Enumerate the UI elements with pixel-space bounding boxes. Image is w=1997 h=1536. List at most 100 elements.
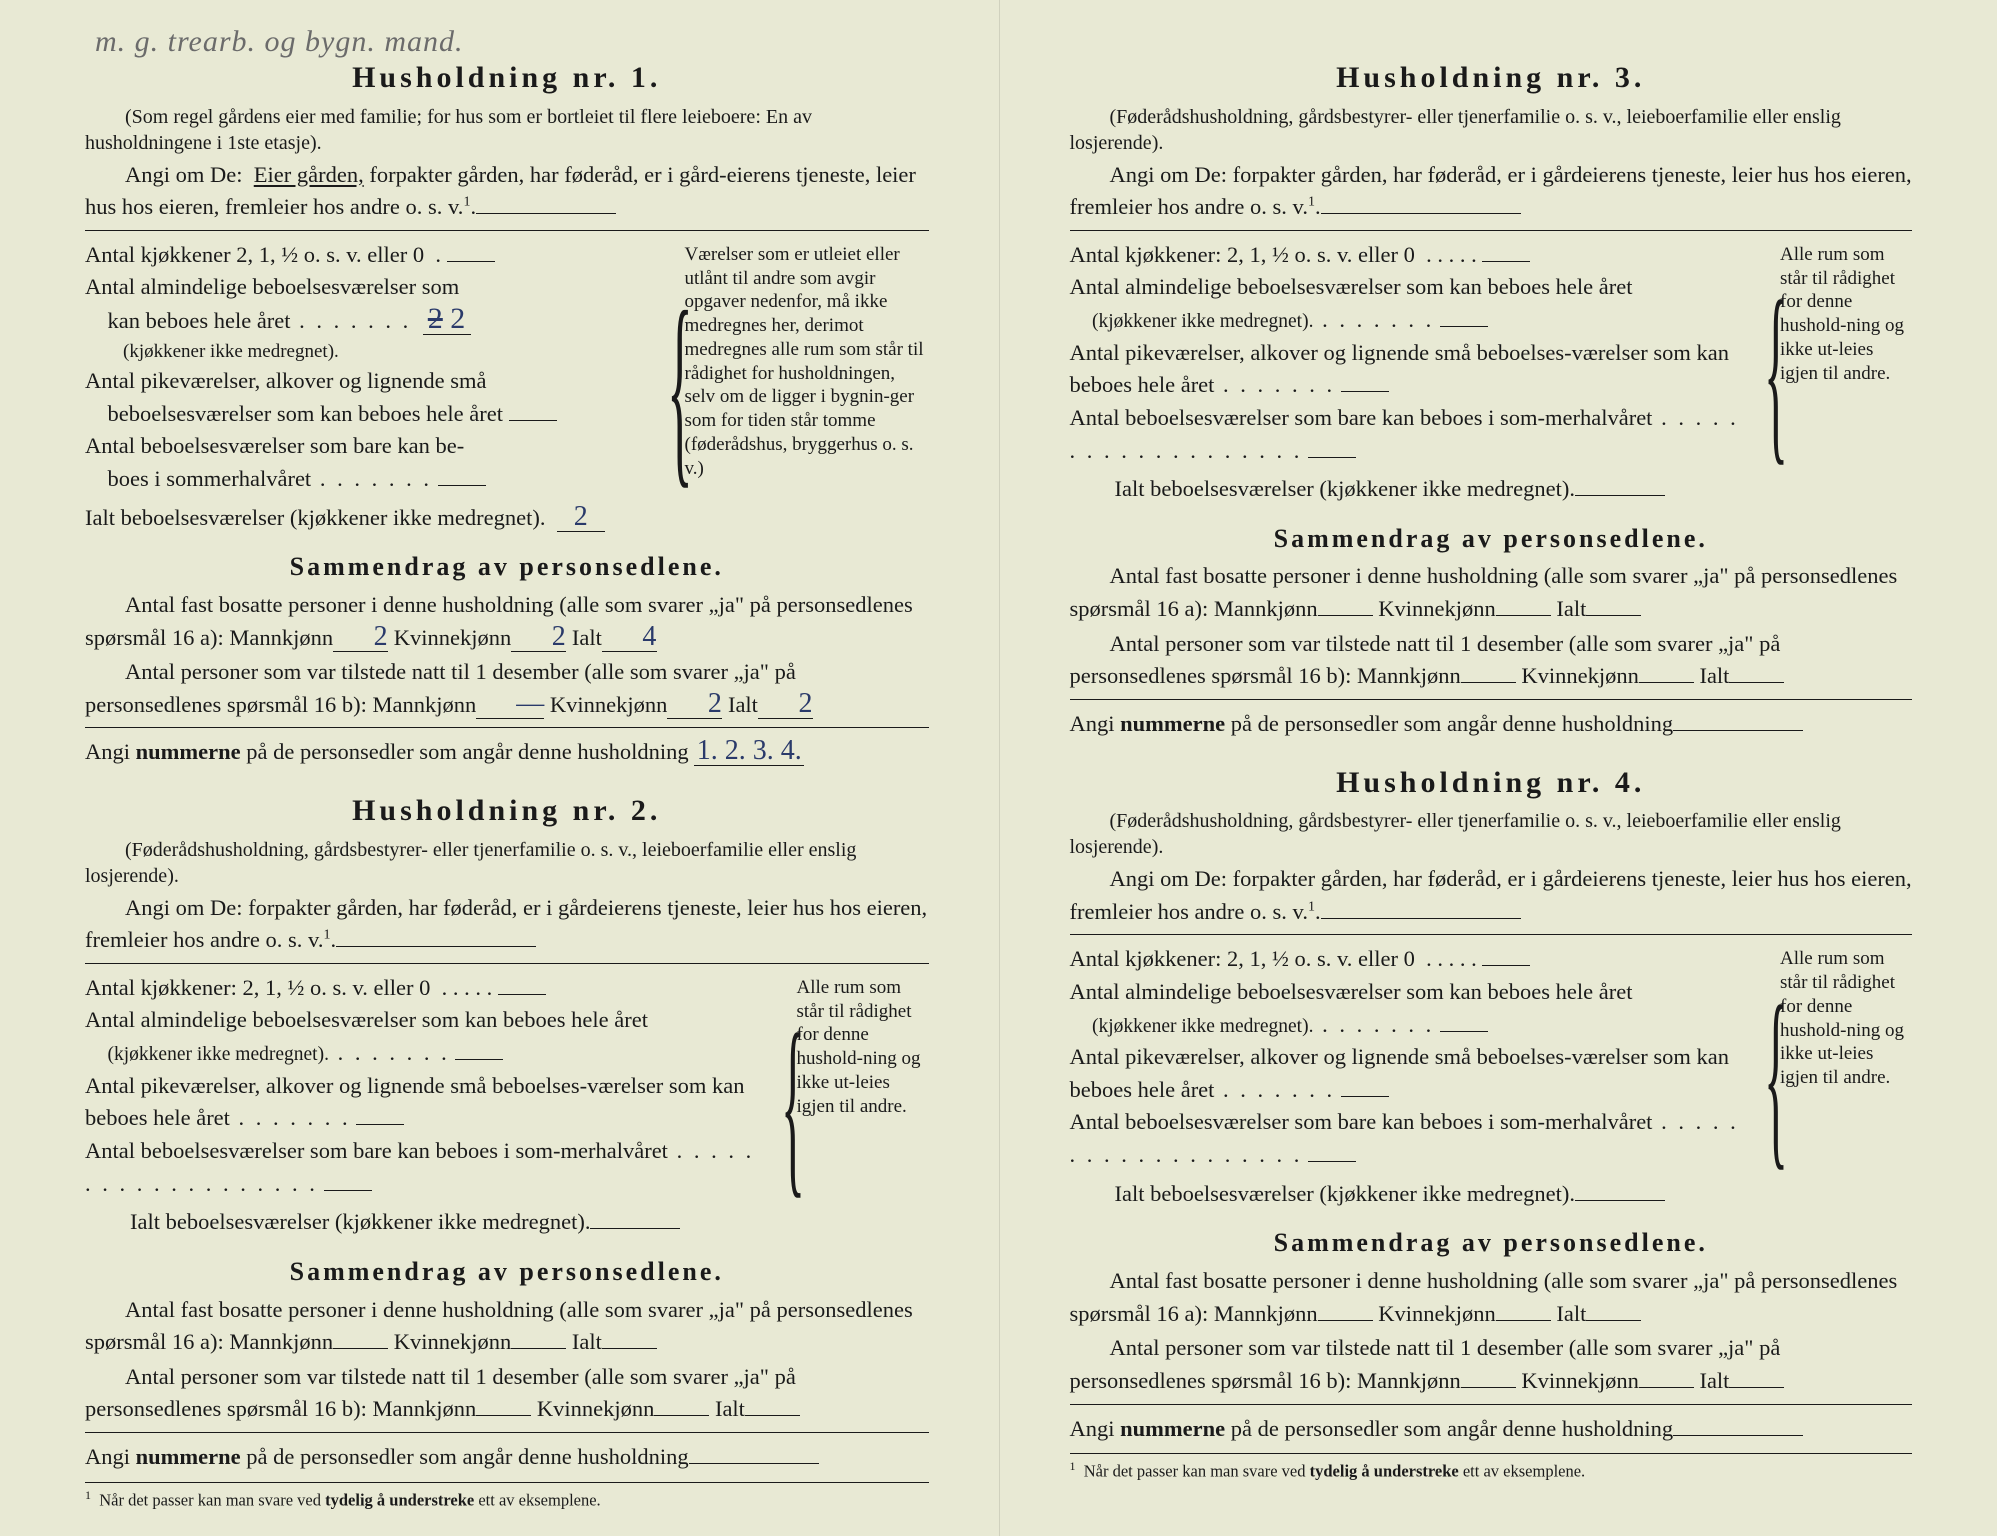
hh2-angi: Angi om De: forpakter gården, har føderå… [85,892,929,957]
lbl-kvinne-5: Kvinnekjønn [1378,596,1496,621]
hh1-s2: Antal personer som var tilstede natt til… [85,656,929,721]
hh4-s1: Antal fast bosatte personer i denne hush… [1070,1265,1913,1330]
hh3-brace-note: { Alle rum som står til rådighet for den… [1764,239,1912,506]
lbl-kvinne-8: Kvinnekjønn [1521,1368,1639,1393]
lbl-kvinne-3: Kvinnekjønn [394,1329,512,1354]
lbl-mann: Mannkjønn [229,625,333,650]
hh1-angi-underlined: Eier gården, [254,162,364,187]
hh1-brace-note: { Værelser som er utleiet eller utlånt t… [667,239,929,535]
hh1-s1-i: 4 [602,623,657,652]
hh1-alm-a: Antal almindelige beboelsesværelser som [85,274,459,299]
lbl-kvinne: Kvinnekjønn [394,625,512,650]
footnote-left: 1 Når det passer kan man svare ved tydel… [85,1482,929,1512]
hh2-ialt: Ialt beboelsesværelser (kjøkkener ikke m… [130,1209,590,1234]
lbl-mann-5: Mannkjønn [1214,596,1318,621]
hh1-angi: Angi om De: Eier gården, forpakter gårde… [85,159,929,224]
lbl-ialt-6: Ialt [1699,663,1729,688]
hh2-brace-text: Alle rum som står til rådighet for denne… [797,972,929,1239]
lbl-ialt-7: Ialt [1556,1301,1586,1326]
hh1-ialt: Ialt beboelsesværelser (kjøkkener ikke m… [85,505,545,530]
lbl-kvinne-7: Kvinnekjønn [1378,1301,1496,1326]
hh1-kjokkener: Antal kjøkkener 2, 1, ½ o. s. v. eller 0 [85,242,424,267]
hh3-s2: Antal personer som var tilstede natt til… [1070,628,1913,693]
hh1-pike-a: Antal pikeværelser, alkover og lignende … [85,368,486,393]
hh2-angi-text: Angi om De: forpakter gården, har føderå… [85,895,927,953]
hh4-sammendrag-title: Sammendrag av personsedlene. [1070,1224,1913,1262]
hh2-kjokkener: Antal kjøkkener: 2, 1, ½ o. s. v. eller … [85,975,430,1000]
hh1-angi-num: Angi nummerne på de personsedler som ang… [85,736,929,769]
hh3-angi: Angi om De: forpakter gården, har føderå… [1070,159,1913,224]
hh1-angi-prefix: Angi om De: [125,162,243,187]
hh1-rows: Antal kjøkkener 2, 1, ½ o. s. v. eller 0… [85,239,929,535]
hh2-alm: Antal almindelige beboelsesværelser som … [85,1007,648,1032]
hh4-ialt: Ialt beboelsesværelser (kjøkkener ikke m… [1115,1181,1575,1206]
hh1-sommer-b: boes i sommerhalvåret [108,466,312,491]
hh2-title: Husholdning nr. 2. [85,789,929,833]
hh2-sammendrag-title: Sammendrag av personsedlene. [85,1253,929,1291]
hh3-s1: Antal fast bosatte personer i denne hush… [1070,560,1913,625]
hh1-alm-b: kan beboes hele året [108,308,291,333]
hh3-sommer: Antal beboelsesværelser som bare kan beb… [1070,405,1653,430]
hh3-angi-text: Angi om De: forpakter gården, har føderå… [1070,162,1912,220]
divider [85,230,929,231]
hh1-s2-m: — [476,690,544,719]
hh3-kjokkener: Antal kjøkkener: 2, 1, ½ o. s. v. eller … [1070,242,1415,267]
hh2-sommer: Antal beboelsesværelser som bare kan beb… [85,1138,668,1163]
pencil-annotation: m. g. trearb. og bygn. mand. [95,20,464,64]
hh4-pike: Antal pikeværelser, alkover og lignende … [1070,1044,1730,1102]
hh3-subnote: (Føderådshusholdning, gårdsbestyrer- ell… [1070,104,1913,156]
hh3-title: Husholdning nr. 3. [1070,56,1913,100]
hh2-s1: Antal fast bosatte personer i denne hush… [85,1294,929,1359]
hh2-pike: Antal pikeværelser, alkover og lignende … [85,1073,745,1131]
hh1-alm-note: (kjøkkener ikke medregnet). [123,341,339,362]
hh4-brace-note: { Alle rum som står til rådighet for den… [1764,943,1912,1210]
hh3-ialt: Ialt beboelsesværelser (kjøkkener ikke m… [1115,476,1575,501]
hh2-brace-note: { Alle rum som står til rådighet for den… [781,972,929,1239]
hh2-angi-num: Angi nummerne på de personsedler som ang… [85,1441,929,1474]
lbl-kvinne-4: Kvinnekjønn [537,1396,655,1421]
footnote-right: 1 Når det passer kan man svare ved tydel… [1070,1453,1913,1483]
footnote-marker: 1 [85,1488,91,1502]
hh1-sammendrag-title: Sammendrag av personsedlene. [85,548,929,586]
lbl-mann-3: Mannkjønn [229,1329,333,1354]
hh3-alm-note: (kjøkkener ikke medregnet). [1092,311,1313,332]
hh1-s1: Antal fast bosatte personer i denne hush… [85,589,929,654]
lbl-kvinne-2: Kvinnekjønn [550,692,668,717]
hh4-angi: Angi om De: forpakter gården, har føderå… [1070,863,1913,928]
hh1-angi-num-val: 1. 2. 3. 4. [694,737,804,766]
hh1-ialt-val: 2 [557,503,605,532]
hh4-angi-text: Angi om De: forpakter gården, har føderå… [1070,866,1912,924]
hh1-subnote: (Som regel gårdens eier med familie; for… [85,104,929,156]
hh3-sammendrag-title: Sammendrag av personsedlene. [1070,520,1913,558]
lbl-mann-2: Mannkjønn [372,692,476,717]
hh2-subnote: (Føderådshusholdning, gårdsbestyrer- ell… [85,837,929,889]
lbl-mann-7: Mannkjønn [1214,1301,1318,1326]
lbl-ialt: Ialt [572,625,602,650]
hh1-s2-k: 2 [667,690,722,719]
hh4-angi-num: Angi nummerne på de personsedler som ang… [1070,1413,1913,1446]
lbl-mann-8: Mannkjønn [1357,1368,1461,1393]
hh4-brace-text: Alle rum som står til rådighet for denne… [1780,943,1912,1210]
hh4-rows: Antal kjøkkener: 2, 1, ½ o. s. v. eller … [1070,943,1913,1210]
right-page: Husholdning nr. 3. (Føderådshusholdning,… [999,0,1997,1536]
hh4-sommer: Antal beboelsesværelser som bare kan beb… [1070,1109,1653,1134]
lbl-ialt-4: Ialt [715,1396,745,1421]
footnote-marker-2: 1 [1070,1459,1076,1473]
hh4-subnote: (Føderådshusholdning, gårdsbestyrer- ell… [1070,808,1913,860]
hh3-brace-text: Alle rum som står til rådighet for denne… [1780,239,1912,506]
hh1-s1-k: 2 [511,623,566,652]
hh4-kjokkener: Antal kjøkkener: 2, 1, ½ o. s. v. eller … [1070,946,1415,971]
hh4-title: Husholdning nr. 4. [1070,761,1913,805]
lbl-mann-4: Mannkjønn [372,1396,476,1421]
hh2-s2: Antal personer som var tilstede natt til… [85,1361,929,1426]
hh1-s1-m: 2 [333,623,388,652]
hh1-pike-b: beboelsesværelser som kan beboes hele år… [108,401,504,426]
left-page: m. g. trearb. og bygn. mand. Husholdning… [0,0,999,1536]
hh1-brace-text: Værelser som er utleiet eller utlånt til… [685,239,929,535]
lbl-kvinne-6: Kvinnekjønn [1521,663,1639,688]
lbl-ialt-3: Ialt [572,1329,602,1354]
lbl-ialt-5: Ialt [1556,596,1586,621]
hh4-s2: Antal personer som var tilstede natt til… [1070,1332,1913,1397]
hh3-angi-num: Angi nummerne på de personsedler som ang… [1070,708,1913,741]
hh3-alm: Antal almindelige beboelsesværelser som … [1070,274,1633,299]
